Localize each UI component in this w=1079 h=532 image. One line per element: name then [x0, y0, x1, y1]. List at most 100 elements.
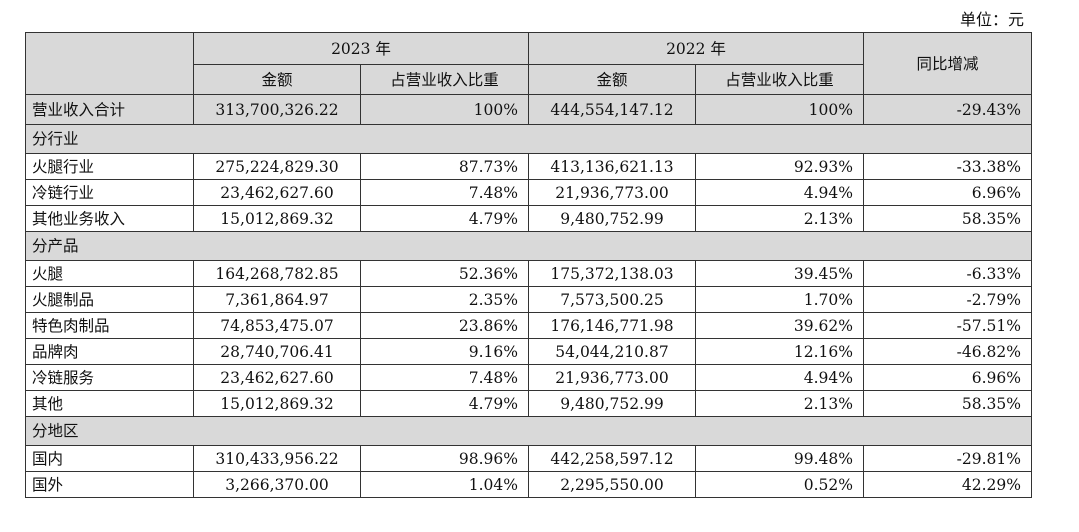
header-share-2023: 占营业收入比重 — [360, 64, 529, 95]
total-amount-2023: 313,700,326.22 — [193, 94, 361, 125]
share-2022: 39.45% — [695, 260, 864, 287]
table-row: 特色肉制品 74,853,475.07 23.86% 176,146,771.9… — [25, 312, 1032, 339]
total-yoy: -29.43% — [863, 94, 1032, 125]
share-2023: 23.86% — [360, 312, 529, 339]
row-label: 冷链服务 — [25, 364, 194, 391]
share-2022: 2.13% — [695, 205, 864, 232]
row-label: 冷链行业 — [25, 179, 194, 206]
share-2023: 4.79% — [360, 205, 529, 232]
yoy-change: -2.79% — [863, 286, 1032, 313]
yoy-change: -6.33% — [863, 260, 1032, 287]
revenue-table: 2023 年 2022 年 同比增减 金额 占营业收入比重 金额 占营业收入比重… — [25, 32, 1032, 498]
amount-2023: 3,266,370.00 — [193, 471, 361, 498]
section-title: 分行业 — [25, 124, 1032, 154]
share-2022: 4.94% — [695, 179, 864, 206]
section-title: 分地区 — [25, 416, 1032, 446]
total-share-2023: 100% — [360, 94, 529, 125]
amount-2023: 7,361,864.97 — [193, 286, 361, 313]
amount-2023: 15,012,869.32 — [193, 205, 361, 232]
table-row: 冷链服务 23,462,627.60 7.48% 21,936,773.00 4… — [25, 364, 1032, 391]
amount-2022: 442,258,597.12 — [528, 445, 696, 472]
yoy-change: 6.96% — [863, 179, 1032, 206]
header-year-2023: 2023 年 — [193, 32, 529, 65]
share-2022: 1.70% — [695, 286, 864, 313]
header-row-metrics: 金额 占营业收入比重 金额 占营业收入比重 — [26, 64, 1032, 95]
total-row: 营业收入合计 313,700,326.22 100% 444,554,147.1… — [25, 94, 1032, 125]
table-row: 其他业务收入 15,012,869.32 4.79% 9,480,752.99 … — [25, 205, 1032, 232]
header-share-2022: 占营业收入比重 — [695, 64, 864, 95]
amount-2022: 21,936,773.00 — [528, 179, 696, 206]
table-row: 国内 310,433,956.22 98.96% 442,258,597.12 … — [25, 445, 1032, 472]
header-year-2022: 2022 年 — [528, 32, 864, 65]
share-2023: 7.48% — [360, 364, 529, 391]
table-row: 品牌肉 28,740,706.41 9.16% 54,044,210.87 12… — [25, 338, 1032, 365]
total-share-2022: 100% — [695, 94, 864, 125]
amount-2023: 23,462,627.60 — [193, 179, 361, 206]
yoy-change: -33.38% — [863, 153, 1032, 180]
header-row-years: 2023 年 2022 年 同比增减 — [25, 32, 1032, 95]
header-amount-2023: 金额 — [193, 64, 361, 95]
share-2023: 98.96% — [360, 445, 529, 472]
amount-2022: 9,480,752.99 — [528, 205, 696, 232]
row-label: 国外 — [25, 471, 194, 498]
row-label: 火腿制品 — [25, 286, 194, 313]
section-row: 分地区 — [25, 416, 1032, 446]
yoy-change: 42.29% — [863, 471, 1032, 498]
row-label: 火腿行业 — [25, 153, 194, 180]
amount-2022: 7,573,500.25 — [528, 286, 696, 313]
row-label: 特色肉制品 — [25, 312, 194, 339]
amount-2023: 15,012,869.32 — [193, 390, 361, 417]
share-2023: 9.16% — [360, 338, 529, 365]
amount-2022: 21,936,773.00 — [528, 364, 696, 391]
row-label: 国内 — [25, 445, 194, 472]
table-row: 火腿行业 275,224,829.30 87.73% 413,136,621.1… — [25, 153, 1032, 180]
total-label: 营业收入合计 — [25, 94, 194, 125]
row-label: 火腿 — [25, 260, 194, 287]
amount-2022: 9,480,752.99 — [528, 390, 696, 417]
amount-2023: 275,224,829.30 — [193, 153, 361, 180]
share-2022: 92.93% — [695, 153, 864, 180]
share-2023: 2.35% — [360, 286, 529, 313]
share-2022: 99.48% — [695, 445, 864, 472]
section-row: 分产品 — [25, 231, 1032, 261]
yoy-change: 58.35% — [863, 390, 1032, 417]
amount-2023: 310,433,956.22 — [193, 445, 361, 472]
table-row: 火腿制品 7,361,864.97 2.35% 7,573,500.25 1.7… — [25, 286, 1032, 313]
share-2023: 7.48% — [360, 179, 529, 206]
share-2023: 4.79% — [360, 390, 529, 417]
share-2022: 12.16% — [695, 338, 864, 365]
amount-2022: 413,136,621.13 — [528, 153, 696, 180]
amount-2023: 28,740,706.41 — [193, 338, 361, 365]
share-2022: 39.62% — [695, 312, 864, 339]
header-amount-2022: 金额 — [528, 64, 696, 95]
unit-label: 单位：元 — [959, 10, 1024, 29]
header-blank-cell — [25, 32, 194, 95]
row-label: 品牌肉 — [25, 338, 194, 365]
section-row: 分行业 — [25, 124, 1032, 154]
amount-2022: 175,372,138.03 — [528, 260, 696, 287]
table-row: 国外 3,266,370.00 1.04% 2,295,550.00 0.52%… — [25, 471, 1032, 498]
table-row: 火腿 164,268,782.85 52.36% 175,372,138.03 … — [25, 260, 1032, 287]
row-label: 其他 — [25, 390, 194, 417]
amount-2022: 2,295,550.00 — [528, 471, 696, 498]
yoy-change: -57.51% — [863, 312, 1032, 339]
section-title: 分产品 — [25, 231, 1032, 261]
amount-2023: 164,268,782.85 — [193, 260, 361, 287]
share-2023: 52.36% — [360, 260, 529, 287]
table-row: 其他 15,012,869.32 4.79% 9,480,752.99 2.13… — [25, 390, 1032, 417]
share-2022: 2.13% — [695, 390, 864, 417]
amount-2022: 54,044,210.87 — [528, 338, 696, 365]
yoy-change: 58.35% — [863, 205, 1032, 232]
yoy-change: 6.96% — [863, 364, 1032, 391]
row-label: 其他业务收入 — [25, 205, 194, 232]
table-row: 冷链行业 23,462,627.60 7.48% 21,936,773.00 4… — [25, 179, 1032, 206]
share-2023: 1.04% — [360, 471, 529, 498]
amount-2022: 176,146,771.98 — [528, 312, 696, 339]
amount-2023: 23,462,627.60 — [193, 364, 361, 391]
share-2022: 0.52% — [695, 471, 864, 498]
share-2023: 87.73% — [360, 153, 529, 180]
total-amount-2022: 444,554,147.12 — [528, 94, 696, 125]
share-2022: 4.94% — [695, 364, 864, 391]
yoy-change: -46.82% — [863, 338, 1032, 365]
amount-2023: 74,853,475.07 — [193, 312, 361, 339]
